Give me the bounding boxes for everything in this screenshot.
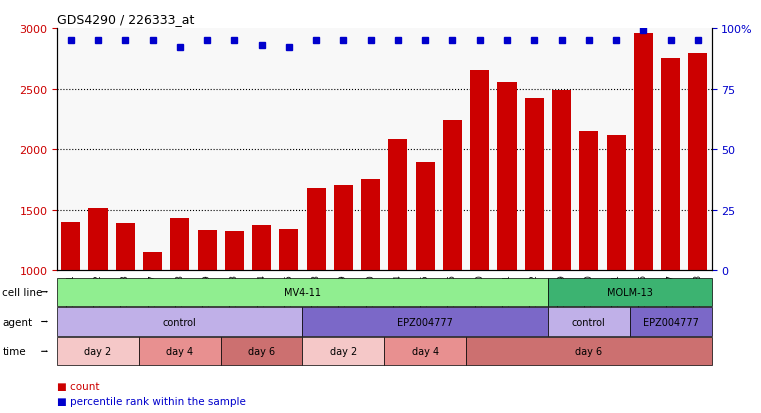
Text: day 2: day 2 bbox=[330, 347, 357, 356]
Bar bbox=[579, 132, 598, 271]
Bar bbox=[252, 226, 271, 271]
Bar bbox=[443, 121, 462, 271]
Bar bbox=[143, 252, 162, 271]
Text: ■ percentile rank within the sample: ■ percentile rank within the sample bbox=[57, 396, 246, 406]
Bar bbox=[689, 54, 708, 271]
Text: GDS4290 / 226333_at: GDS4290 / 226333_at bbox=[57, 13, 195, 26]
Text: MOLM-13: MOLM-13 bbox=[607, 287, 653, 297]
Bar bbox=[334, 186, 353, 271]
Bar bbox=[279, 230, 298, 271]
Text: day 4: day 4 bbox=[412, 347, 439, 356]
Bar bbox=[198, 230, 217, 271]
Bar bbox=[416, 163, 435, 271]
Bar bbox=[607, 135, 626, 271]
Text: ■ count: ■ count bbox=[57, 381, 100, 391]
Text: agent: agent bbox=[2, 317, 33, 327]
Text: day 4: day 4 bbox=[166, 347, 193, 356]
Bar bbox=[552, 90, 571, 271]
Bar bbox=[361, 180, 380, 271]
Bar bbox=[498, 83, 517, 271]
Text: day 2: day 2 bbox=[84, 347, 112, 356]
Text: time: time bbox=[2, 347, 26, 356]
Bar bbox=[116, 223, 135, 271]
Bar bbox=[470, 71, 489, 271]
Text: EPZ004777: EPZ004777 bbox=[643, 317, 699, 327]
Bar bbox=[525, 99, 544, 271]
Text: day 6: day 6 bbox=[575, 347, 603, 356]
Bar bbox=[388, 140, 407, 271]
Text: control: control bbox=[572, 317, 606, 327]
Bar bbox=[88, 209, 107, 271]
Bar bbox=[170, 218, 189, 271]
Text: MV4-11: MV4-11 bbox=[284, 287, 321, 297]
Bar bbox=[307, 188, 326, 271]
Text: EPZ004777: EPZ004777 bbox=[397, 317, 453, 327]
Bar bbox=[61, 222, 80, 271]
Bar bbox=[661, 59, 680, 271]
Bar bbox=[634, 34, 653, 271]
Text: cell line: cell line bbox=[2, 287, 43, 297]
Text: control: control bbox=[163, 317, 196, 327]
Bar bbox=[224, 232, 244, 271]
Text: day 6: day 6 bbox=[248, 347, 275, 356]
